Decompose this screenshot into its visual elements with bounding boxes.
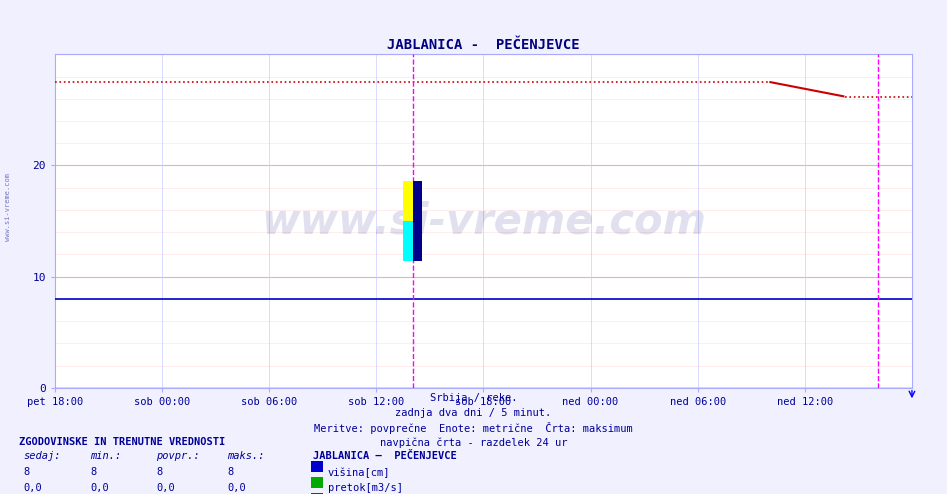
Text: zadnja dva dni / 5 minut.: zadnja dva dni / 5 minut. <box>396 408 551 417</box>
Text: www.si-vreme.com: www.si-vreme.com <box>5 173 10 242</box>
Text: navpična črta - razdelek 24 ur: navpična črta - razdelek 24 ur <box>380 437 567 448</box>
Text: 8: 8 <box>24 467 30 477</box>
Text: 0,0: 0,0 <box>227 483 246 493</box>
Text: maks.:: maks.: <box>227 452 265 461</box>
Text: višina[cm]: višina[cm] <box>328 467 390 478</box>
Text: www.si-vreme.com: www.si-vreme.com <box>261 200 706 242</box>
Text: Srbija / reke.: Srbija / reke. <box>430 393 517 403</box>
Text: ZGODOVINSKE IN TRENUTNE VREDNOSTI: ZGODOVINSKE IN TRENUTNE VREDNOSTI <box>19 437 225 447</box>
Bar <box>403 221 413 261</box>
Text: pretok[m3/s]: pretok[m3/s] <box>328 483 402 493</box>
Bar <box>413 181 422 261</box>
Text: 8: 8 <box>227 467 234 477</box>
Text: 0,0: 0,0 <box>24 483 43 493</box>
Bar <box>403 181 413 221</box>
Text: min.:: min.: <box>90 452 121 461</box>
Text: 8: 8 <box>156 467 163 477</box>
Text: 8: 8 <box>90 467 97 477</box>
Title: JABLANICA -  PEČENJEVCE: JABLANICA - PEČENJEVCE <box>387 38 580 52</box>
Text: Meritve: povprečne  Enote: metrične  Črta: maksimum: Meritve: povprečne Enote: metrične Črta:… <box>314 422 633 434</box>
Text: 0,0: 0,0 <box>156 483 175 493</box>
Text: povpr.:: povpr.: <box>156 452 200 461</box>
Text: 0,0: 0,0 <box>90 483 109 493</box>
Text: JABLANICA –  PEČENJEVCE: JABLANICA – PEČENJEVCE <box>313 452 456 461</box>
Text: sedaj:: sedaj: <box>24 452 62 461</box>
